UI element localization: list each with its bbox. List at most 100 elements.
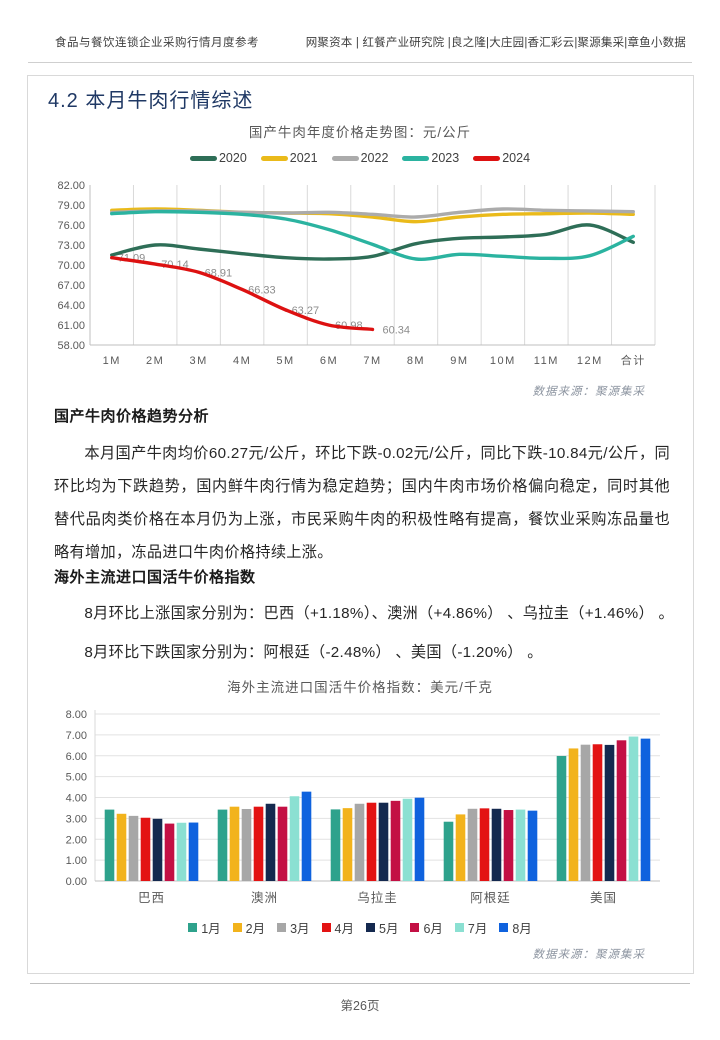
legend-item-2021: 2021 (260, 151, 318, 165)
y-tick-label: 1.00 (66, 855, 87, 867)
y-tick-label: 76.00 (57, 220, 85, 232)
x-tick-label: 乌拉圭 (357, 890, 398, 905)
legend-swatch (454, 923, 464, 932)
legend-label: 2024 (502, 151, 531, 165)
legend-label: 1月 (201, 922, 221, 936)
series-line-2024 (110, 256, 375, 332)
legend-swatch (277, 923, 287, 932)
legend-swatch (331, 155, 359, 161)
bar-美国-6月 (616, 740, 627, 881)
x-tick-label: 巴西 (138, 891, 165, 905)
bar-乌拉圭-2月 (342, 808, 353, 881)
bar-美国-2月 (568, 748, 579, 881)
x-tick-label: 8M (407, 355, 425, 367)
legend-label: 2023 (431, 151, 460, 165)
bar-澳洲-6月 (277, 806, 288, 881)
bar-澳洲-4月 (253, 806, 264, 881)
legend-swatch (473, 155, 501, 161)
y-tick-label: 6.00 (66, 751, 87, 763)
legend-label: 8月 (512, 922, 532, 936)
legend-item-2月: 2月 (232, 918, 266, 937)
legend-item-1月: 1月 (188, 918, 221, 937)
bar-阿根廷-5月 (491, 808, 502, 881)
x-tick-label: 2M (146, 355, 164, 367)
source-note-line-chart: 数据来源：聚源集采 (532, 386, 645, 398)
y-tick-label: 79.00 (57, 200, 85, 212)
bar-美国-5月 (604, 744, 615, 881)
bar-阿根廷-6月 (503, 810, 514, 881)
y-tick-label: 82.00 (57, 180, 85, 192)
bar-澳洲-7月 (289, 796, 300, 881)
legend-swatch (321, 923, 331, 932)
y-tick-label: 4.00 (66, 793, 87, 805)
bar-乌拉圭-1月 (330, 809, 341, 881)
bar-巴西-1月 (104, 809, 115, 881)
bar-阿根廷-4月 (479, 808, 490, 881)
data-label: 66.33 (248, 284, 276, 296)
bar-乌拉圭-3月 (354, 803, 365, 881)
line-chart-legend: 2020 2021 2022 2023 2024 (0, 151, 720, 165)
y-tick-label: 8.00 (66, 709, 87, 721)
legend-item-8月: 8月 (499, 918, 532, 937)
bar-巴西-8月 (188, 822, 199, 881)
x-tick-label: 11M (534, 355, 559, 367)
x-tick-label: 合计 (621, 353, 646, 367)
y-tick-label: 61.00 (57, 320, 85, 332)
header-title: 食品与餐饮连锁企业采购行情月度参考 (55, 37, 259, 49)
x-tick-label: 6M (320, 355, 338, 367)
y-tick-label: 58.00 (57, 340, 85, 352)
legend-item-2022: 2022 (331, 151, 389, 165)
legend-item-2020: 2020 (189, 151, 247, 165)
bar-巴西-4月 (140, 817, 151, 881)
y-tick-label: 3.00 (66, 813, 87, 825)
footer-divider (30, 983, 690, 984)
x-tick-label: 阿根廷 (470, 891, 511, 905)
bar-chart: 0.00 1.00 2.00 3.00 4.00 5.00 6.00 7.00 8.00 巴西 澳洲… (66, 709, 660, 905)
bar-巴西-3月 (128, 815, 139, 881)
overseas-heading: 海外主流进口国活牛价格指数 (54, 569, 256, 586)
source-note-bar-chart: 数据来源：聚源集采 (532, 949, 645, 961)
legend-swatch (260, 155, 288, 161)
legend-item-7月: 7月 (454, 918, 488, 937)
bar-阿根廷-2月 (455, 814, 466, 881)
y-tick-label: 67.00 (57, 280, 85, 292)
legend-label: 7月 (467, 922, 488, 936)
header-divider (28, 62, 692, 63)
legend-item-3月: 3月 (277, 918, 310, 937)
legend-label: 6月 (423, 922, 443, 936)
bar-巴西-2月 (116, 813, 127, 881)
legend-item-2024: 2024 (473, 151, 530, 165)
y-tick-label: 73.00 (57, 240, 85, 252)
header-brands: 网聚资本 | 红餐产业研究院 |良之隆|大庄园|香汇彩云|聚源集采|章鱼小数据 (305, 37, 686, 49)
bar-巴西-7月 (176, 822, 187, 881)
bar-乌拉圭-6月 (390, 800, 401, 881)
bar-澳洲-2月 (229, 806, 240, 881)
x-tick-label: 5M (276, 355, 294, 367)
data-label: 60.34 (383, 324, 411, 336)
x-tick-label: 澳洲 (251, 891, 278, 905)
bar-乌拉圭-8月 (414, 797, 425, 881)
legend-item-6月: 6月 (410, 918, 443, 937)
y-tick-label: 70.00 (57, 260, 85, 272)
bar-美国-7月 (628, 736, 639, 881)
legend-label: 2021 (289, 151, 318, 165)
x-tick-label: 12M (577, 355, 603, 367)
legend-swatch (189, 155, 217, 161)
bar-乌拉圭-5月 (378, 802, 389, 881)
bar-美国-8月 (640, 738, 651, 881)
bar-美国-3月 (580, 744, 591, 881)
line-chart: 58.00 61.00 64.00 67.00 70.00 73.00 76.00 79.00… (57, 180, 656, 367)
y-tick-label: 7.00 (66, 730, 87, 742)
series-line-2020 (110, 223, 635, 261)
legend-label: 2020 (218, 151, 247, 165)
bar-美国-1月 (556, 755, 567, 881)
legend-label: 2月 (245, 922, 266, 936)
legend-swatch (402, 155, 430, 161)
bar-美国-4月 (592, 744, 603, 881)
bar-阿根廷-3月 (467, 808, 478, 881)
bar-乌拉圭-7月 (402, 798, 413, 881)
legend-label: 2022 (360, 151, 389, 165)
y-tick-label: 2.00 (66, 834, 87, 846)
bar-乌拉圭-4月 (366, 802, 377, 881)
